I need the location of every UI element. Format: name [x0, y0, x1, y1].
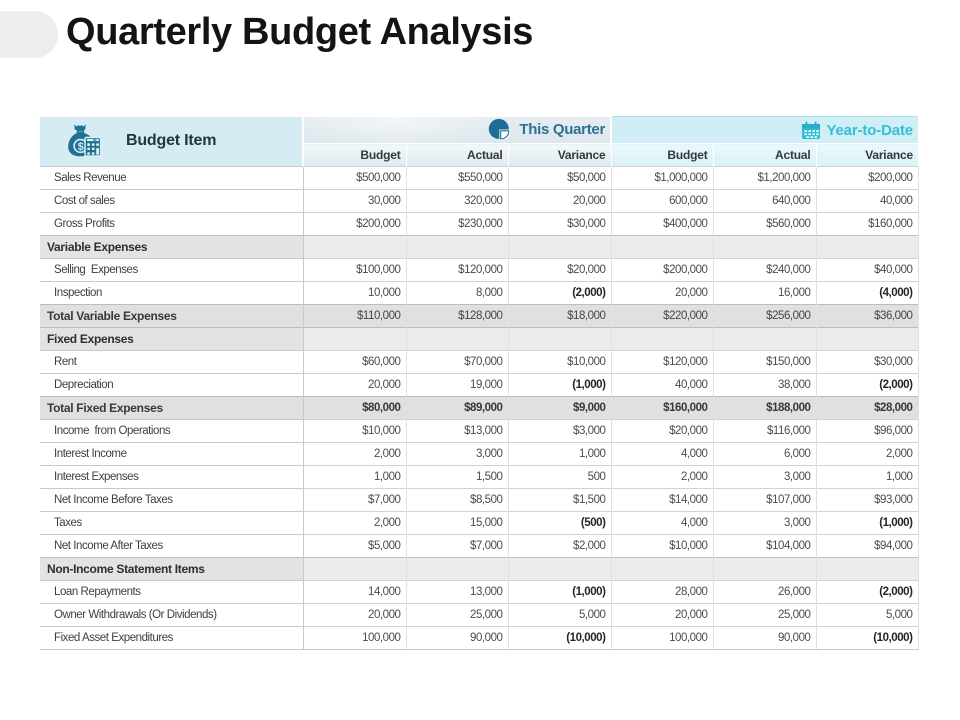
svg-text:$: $	[78, 141, 84, 153]
